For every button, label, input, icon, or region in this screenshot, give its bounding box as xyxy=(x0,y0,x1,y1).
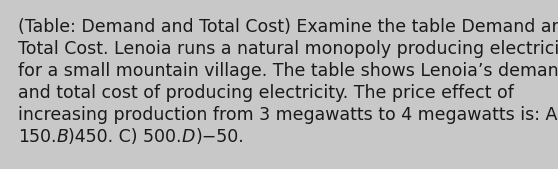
Text: 150.: 150. xyxy=(18,128,56,146)
Text: B: B xyxy=(56,128,69,146)
Text: increasing production from 3 megawatts to 4 megawatts is: A) -: increasing production from 3 megawatts t… xyxy=(18,106,558,124)
Text: )450. C) 500.: )450. C) 500. xyxy=(69,128,182,146)
Text: and total cost of producing electricity. The price effect of: and total cost of producing electricity.… xyxy=(18,84,514,102)
Text: Total Cost. Lenoia runs a natural monopoly producing electricity: Total Cost. Lenoia runs a natural monopo… xyxy=(18,40,558,58)
Text: D: D xyxy=(182,128,195,146)
Text: for a small mountain village. The table shows Lenoia’s demand: for a small mountain village. The table … xyxy=(18,62,558,80)
Text: (Table: Demand and Total Cost) Examine the table Demand and: (Table: Demand and Total Cost) Examine t… xyxy=(18,18,558,36)
Text: )−50.: )−50. xyxy=(195,128,244,146)
